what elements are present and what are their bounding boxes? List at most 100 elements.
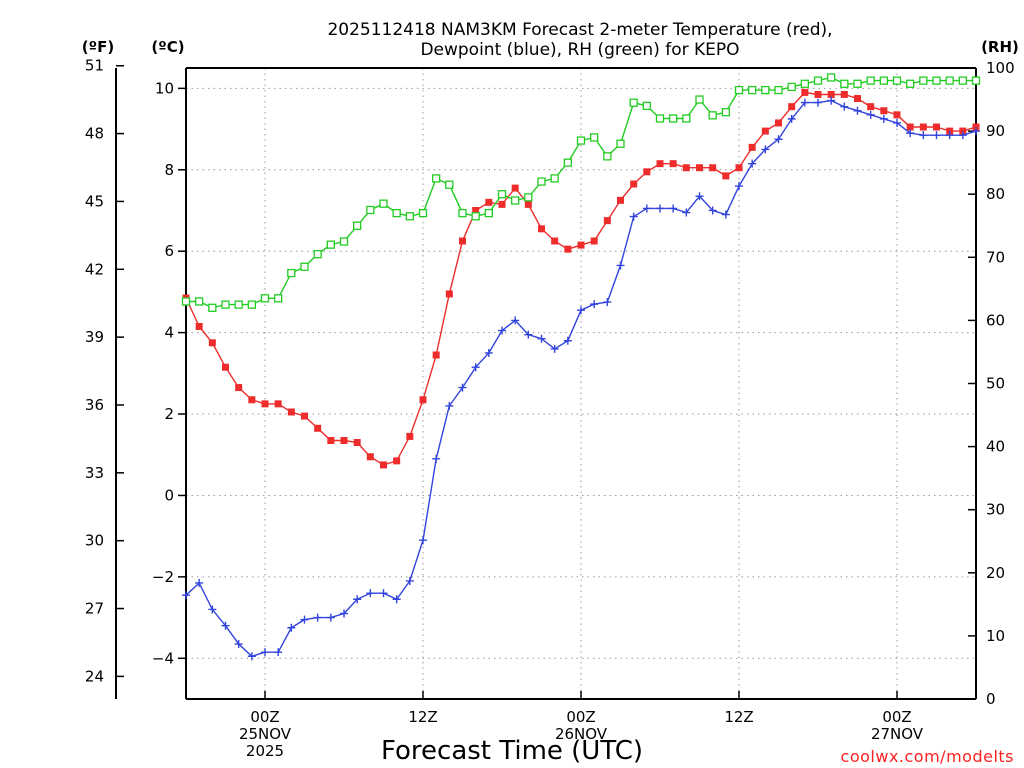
- data-point: [867, 103, 875, 111]
- data-point: [182, 591, 190, 600]
- data-point: [577, 306, 585, 315]
- data-point: [827, 90, 835, 98]
- axes-layer: −4−2024681024273033363942454851010203040…: [85, 57, 1015, 760]
- data-point: [459, 237, 466, 245]
- data-point: [708, 111, 717, 120]
- data-point: [247, 652, 256, 661]
- data-point: [787, 114, 796, 123]
- data-point: [853, 79, 862, 88]
- data-point: [366, 453, 374, 461]
- rh-tick-label: 30: [986, 501, 1005, 519]
- time-tick-label: 00Z: [566, 708, 595, 726]
- rh-tick-label: 10: [986, 627, 1005, 645]
- series-rh: [181, 73, 981, 312]
- data-point: [669, 160, 677, 168]
- fahrenheit-tick-label: 36: [85, 396, 104, 414]
- data-point: [932, 131, 941, 140]
- data-point: [418, 208, 428, 218]
- data-point: [248, 396, 256, 404]
- data-point: [893, 118, 901, 127]
- data-point: [933, 123, 940, 131]
- data-point: [959, 127, 967, 135]
- data-point: [339, 237, 349, 246]
- data-point: [537, 334, 546, 343]
- data-point: [234, 300, 243, 309]
- data-point: [300, 615, 309, 624]
- rh-tick-label: 70: [986, 248, 1005, 266]
- rh-tick-label: 50: [986, 375, 1005, 393]
- data-point: [642, 101, 651, 111]
- data-point: [774, 135, 783, 144]
- celsius-tick-label: 10: [155, 79, 174, 97]
- data-point: [682, 164, 690, 172]
- data-point: [945, 76, 954, 85]
- data-point: [827, 73, 836, 82]
- data-point: [709, 164, 717, 172]
- data-point: [497, 190, 507, 199]
- data-point: [274, 294, 283, 303]
- data-point: [629, 98, 638, 107]
- rh-tick-label: 20: [986, 564, 1005, 582]
- data-point: [748, 85, 757, 95]
- data-point: [656, 204, 664, 213]
- data-point: [524, 200, 532, 208]
- data-point: [735, 182, 743, 191]
- data-point: [695, 95, 704, 104]
- data-point: [524, 330, 533, 339]
- data-point: [524, 193, 533, 202]
- data-point: [208, 605, 217, 614]
- data-point: [445, 180, 454, 189]
- data-point: [801, 88, 809, 96]
- data-point: [550, 344, 559, 353]
- data-point: [537, 177, 546, 186]
- data-point: [432, 174, 441, 183]
- fahrenheit-tick-label: 27: [85, 600, 104, 618]
- data-point: [366, 205, 375, 215]
- celsius-tick-label: 8: [164, 161, 174, 179]
- data-point: [906, 79, 915, 88]
- data-point: [498, 326, 506, 335]
- time-tick-label: 25NOV: [239, 725, 292, 743]
- data-point: [195, 323, 203, 331]
- data-point: [919, 123, 927, 131]
- data-point: [761, 127, 769, 135]
- grid-layer: [186, 68, 976, 699]
- data-point: [511, 316, 520, 325]
- data-point: [576, 136, 586, 145]
- data-point: [669, 114, 678, 123]
- data-point: [603, 152, 612, 161]
- data-point: [261, 648, 269, 657]
- data-point: [550, 174, 559, 183]
- data-point: [682, 114, 691, 123]
- data-point: [892, 76, 902, 85]
- data-point: [643, 168, 651, 176]
- series-2-meter-temperature: [182, 88, 980, 469]
- data-point: [853, 106, 862, 115]
- rh-tick-label: 0: [986, 690, 996, 708]
- data-point: [840, 79, 849, 88]
- data-point: [708, 206, 717, 215]
- data-point: [419, 396, 427, 404]
- data-point: [971, 76, 981, 85]
- data-point: [511, 184, 519, 192]
- data-point: [221, 300, 230, 309]
- rh-tick-label: 100: [986, 59, 1015, 77]
- data-point: [682, 208, 691, 217]
- data-point: [814, 98, 822, 107]
- data-point: [616, 139, 625, 148]
- data-point: [405, 212, 414, 221]
- data-point: [445, 290, 453, 298]
- fahrenheit-unit-label: (ºF): [82, 38, 114, 56]
- data-point: [379, 199, 388, 208]
- rh-tick-label: 60: [986, 311, 1005, 329]
- data-point: [774, 85, 783, 95]
- data-point: [458, 383, 467, 392]
- fahrenheit-tick-label: 39: [85, 328, 104, 346]
- time-tick-label: 12Z: [724, 708, 753, 726]
- fahrenheit-tick-label: 42: [85, 260, 104, 278]
- series-dewpoint: [182, 96, 980, 661]
- data-point: [247, 300, 256, 309]
- data-point: [577, 241, 585, 249]
- data-point: [432, 351, 440, 359]
